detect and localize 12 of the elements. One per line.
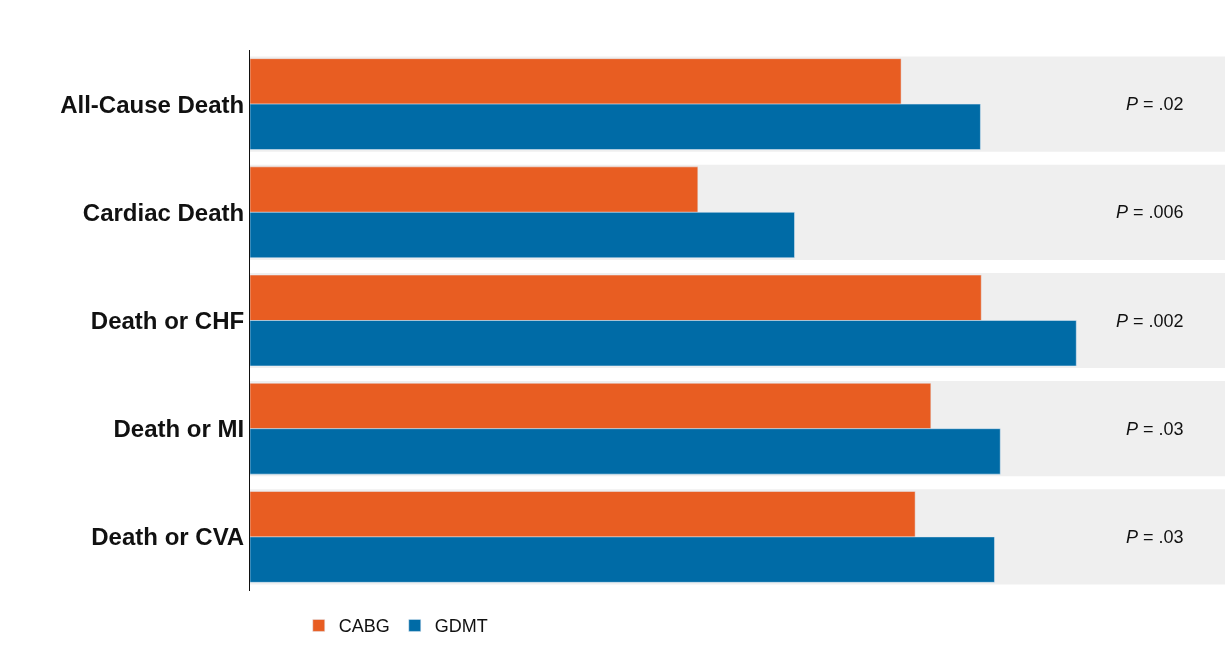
legend-label: CABG [338,616,390,637]
y-tick-label: Death or MI [113,415,245,443]
text: P = .03 [1126,527,1184,547]
text: P = .03 [1126,419,1184,439]
y-tick-label: Death or CHF [90,306,245,334]
legend-label: GDMT [434,616,488,637]
y-tick-label: Cardiac Death [82,198,245,226]
text: P = .006 [1116,202,1184,222]
y-tick-label: Death or CVA [91,523,245,551]
y-tick-label: All-Cause Death [60,90,245,118]
text: P = .002 [1116,311,1184,331]
text: P = .02 [1126,94,1184,114]
